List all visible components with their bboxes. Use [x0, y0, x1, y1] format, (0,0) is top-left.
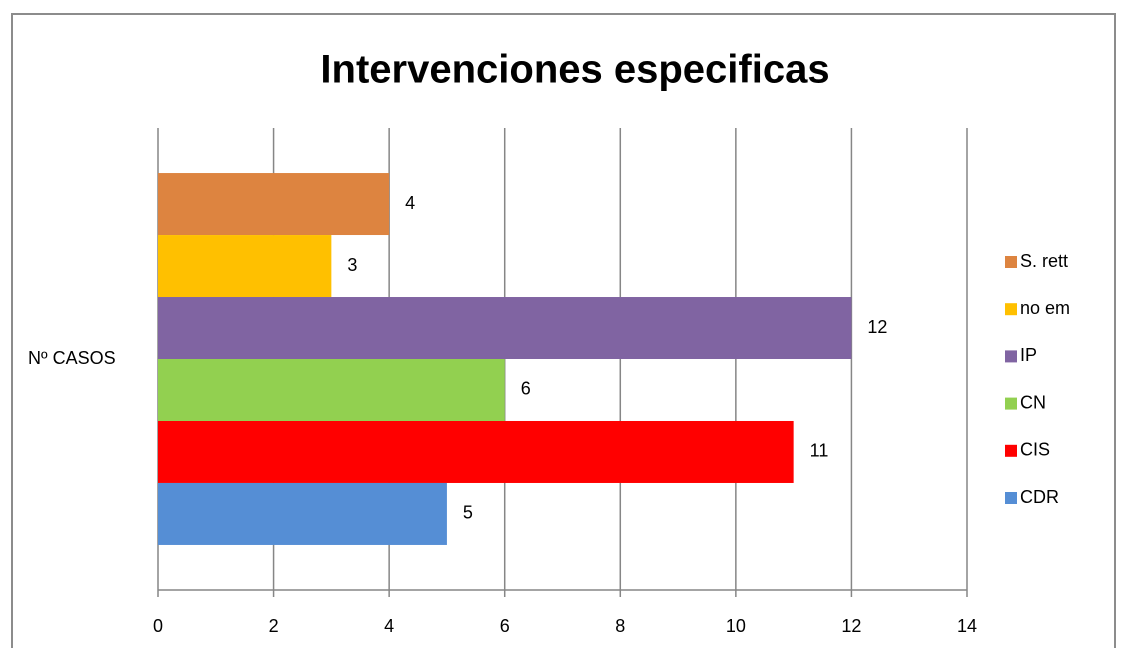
legend-swatch	[1005, 397, 1017, 410]
x-tick-label: 12	[841, 616, 861, 636]
x-tick-label: 14	[957, 616, 977, 636]
data-label: 11	[810, 441, 829, 461]
x-tick-label: 10	[726, 616, 746, 636]
data-label: 5	[463, 503, 473, 523]
chart-title: Intervenciones especificas	[320, 48, 829, 92]
legend-swatch	[1005, 256, 1017, 268]
bar	[158, 420, 794, 483]
data-label: 4	[405, 193, 415, 213]
legend-swatch	[1005, 492, 1017, 504]
legend-label: no em	[1020, 298, 1070, 318]
x-tick-label: 6	[500, 616, 510, 636]
data-label: 12	[867, 317, 887, 337]
legend-label: IP	[1020, 345, 1037, 365]
legend-swatch	[1005, 350, 1017, 363]
data-label: 6	[521, 379, 531, 399]
x-tick-label: 4	[384, 616, 394, 636]
x-tick-label: 8	[615, 616, 625, 636]
x-tick-label: 0	[153, 616, 163, 636]
legend-swatch	[1005, 303, 1017, 316]
bar	[158, 235, 332, 298]
category-label: Nº CASOS	[28, 348, 116, 368]
bar	[158, 297, 852, 359]
legend-label: CIS	[1020, 440, 1050, 460]
bar	[158, 173, 390, 236]
data-label: 3	[347, 255, 357, 275]
legend-label: CDR	[1020, 487, 1059, 507]
legend-swatch	[1005, 444, 1017, 457]
legend-label: S. rett	[1020, 251, 1068, 271]
bar	[158, 359, 505, 421]
bar	[158, 482, 447, 545]
x-tick-label: 2	[269, 616, 279, 636]
legend-label: CN	[1020, 392, 1046, 412]
